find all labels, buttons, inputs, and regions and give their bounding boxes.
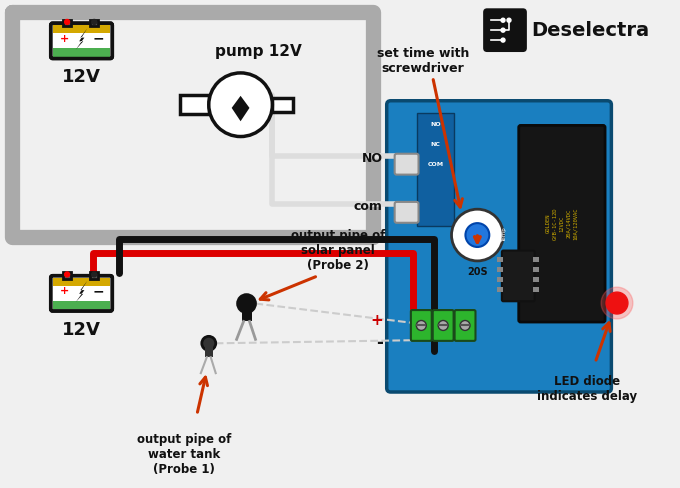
FancyBboxPatch shape [455, 310, 475, 341]
Bar [205, 344, 213, 357]
Circle shape [416, 321, 426, 330]
Bar [52, 48, 110, 57]
Circle shape [438, 321, 448, 330]
Bar [241, 304, 252, 322]
Text: NO: NO [430, 122, 441, 127]
Text: 20S: 20S [467, 267, 488, 277]
Text: LED diode
indicates delay: LED diode indicates delay [537, 375, 637, 403]
Text: −: − [93, 284, 105, 298]
FancyBboxPatch shape [51, 276, 112, 311]
Circle shape [92, 272, 97, 277]
Bar [90, 272, 98, 279]
FancyBboxPatch shape [519, 125, 605, 322]
Circle shape [501, 38, 505, 42]
Text: output pipe of
solar panel
(Probe 2): output pipe of solar panel (Probe 2) [291, 229, 385, 272]
FancyBboxPatch shape [483, 8, 527, 52]
Bar [63, 272, 71, 279]
Text: +: + [370, 312, 383, 327]
Bar [52, 25, 110, 34]
Bar [497, 287, 503, 292]
Circle shape [65, 20, 69, 24]
Bar [90, 20, 98, 26]
Text: NC: NC [430, 142, 441, 147]
Bar [273, 98, 293, 112]
Polygon shape [75, 28, 87, 50]
Circle shape [601, 287, 633, 319]
Bar [52, 278, 110, 286]
Polygon shape [232, 96, 250, 121]
Text: -: - [376, 334, 383, 352]
Text: 12V: 12V [62, 321, 101, 339]
Circle shape [65, 272, 69, 277]
Circle shape [209, 73, 273, 137]
Circle shape [92, 20, 97, 24]
Bar [417, 113, 454, 226]
FancyBboxPatch shape [394, 202, 418, 223]
FancyBboxPatch shape [432, 310, 454, 341]
FancyBboxPatch shape [394, 154, 418, 175]
Circle shape [606, 292, 628, 314]
FancyBboxPatch shape [411, 310, 432, 341]
Bar [533, 277, 539, 282]
Text: COM: COM [427, 162, 443, 167]
Text: +: + [60, 286, 69, 296]
Bar [533, 257, 539, 262]
Circle shape [237, 295, 256, 312]
Bar [497, 257, 503, 262]
Bar [533, 287, 539, 292]
FancyBboxPatch shape [502, 250, 534, 301]
Text: Deselectra: Deselectra [531, 20, 649, 40]
Circle shape [501, 28, 505, 32]
Circle shape [507, 18, 511, 22]
Text: set time with
screwdriver: set time with screwdriver [377, 47, 469, 75]
Circle shape [460, 321, 470, 330]
Bar [63, 20, 71, 26]
Text: +: + [60, 34, 69, 43]
Bar [52, 301, 110, 309]
Circle shape [465, 223, 490, 247]
Text: 12V: 12V [62, 68, 101, 86]
Text: com: com [354, 200, 383, 213]
Polygon shape [75, 281, 87, 302]
Bar [533, 267, 539, 272]
Circle shape [202, 336, 216, 350]
Circle shape [452, 209, 503, 261]
Bar [497, 267, 503, 272]
Text: NO: NO [362, 152, 383, 165]
Text: GOLDEN
GYB-1C-12D
12VDC
20A/14VDC
10A/120VAC: GOLDEN GYB-1C-12D 12VDC 20A/14VDC 10A/12… [546, 207, 577, 240]
Text: −: − [93, 32, 105, 45]
Bar [180, 95, 209, 114]
Text: pump 12V: pump 12V [215, 44, 302, 59]
Bar [497, 277, 503, 282]
Text: Set
Temp: Set Temp [496, 228, 507, 243]
FancyBboxPatch shape [387, 101, 611, 392]
Text: output pipe of
water tank
(Probe 1): output pipe of water tank (Probe 1) [137, 433, 231, 476]
FancyBboxPatch shape [51, 23, 112, 59]
Circle shape [501, 18, 505, 22]
